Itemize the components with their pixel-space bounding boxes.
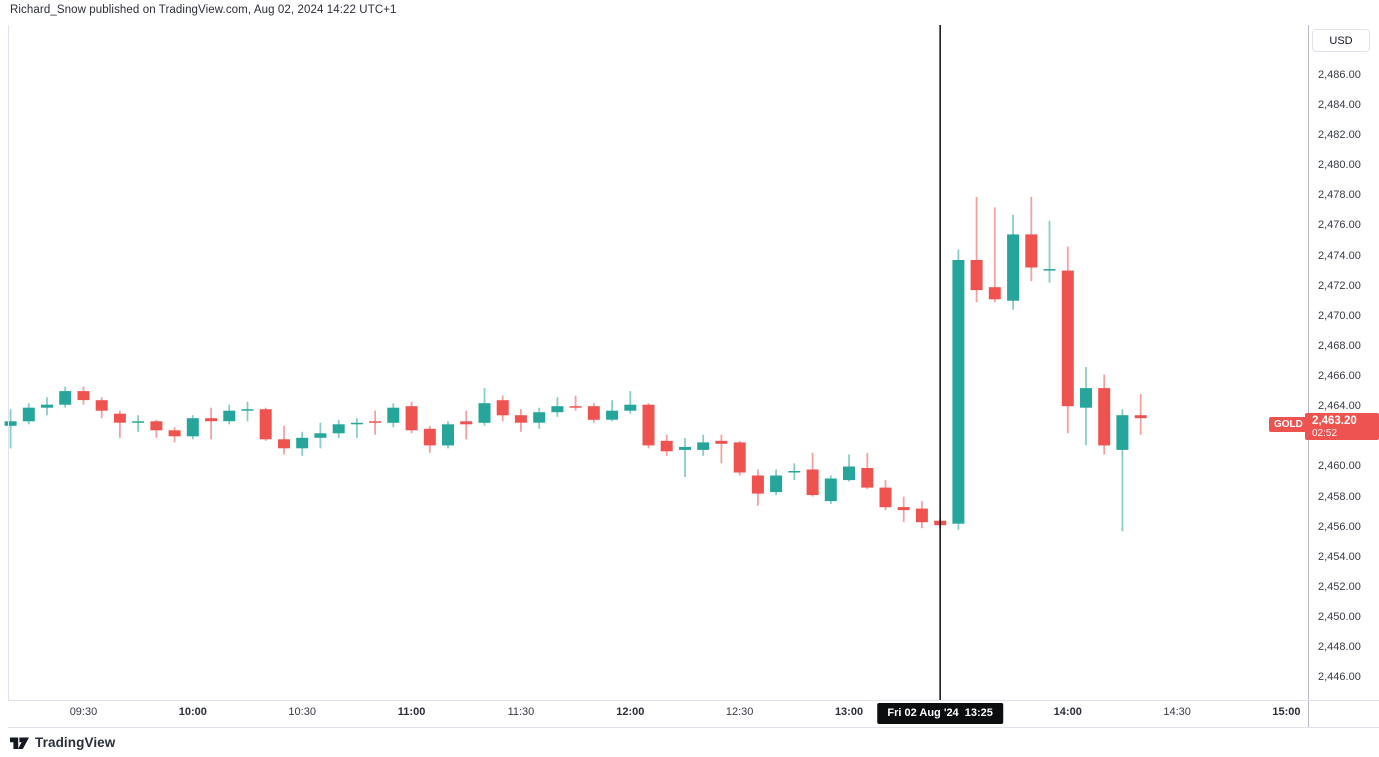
price-tick-label: 2,470.00 [1318,309,1361,322]
chart-pane[interactable] [8,25,1308,700]
price-tick-label: 2,486.00 [1318,68,1361,81]
price-tick-label: 2,468.00 [1318,339,1361,352]
price-tick-label: 2,466.00 [1318,370,1361,383]
symbol-badge: GOLD [1269,416,1308,432]
tradingview-logo-text: TradingView [35,735,116,750]
time-tick-label: 14:30 [1163,706,1191,718]
price-tick-label: 2,456.00 [1318,520,1361,533]
price-tick-label: 2,474.00 [1318,249,1361,262]
currency-button[interactable]: USD [1312,29,1370,52]
time-tick-label: 10:30 [288,706,316,718]
tradingview-logo[interactable]: TradingView [10,735,115,750]
pane-left-border [8,25,9,700]
price-tick-label: 2,460.00 [1318,460,1361,473]
time-axis-top-divider [8,700,1379,701]
footer-divider [8,727,1379,728]
time-tick-label: 12:00 [616,706,645,718]
time-tick-label: 11:30 [507,706,535,718]
price-tick-label: 2,450.00 [1318,611,1361,624]
price-tick-label: 2,472.00 [1318,279,1361,292]
time-tick-label: 13:00 [834,706,864,718]
time-tick-label: 11:00 [397,706,426,718]
time-tick-label: 12:30 [725,706,754,718]
bar-countdown: 02:52 [1312,427,1338,439]
time-tick-label: 15:00 [1272,706,1301,718]
last-price-value: 2,463.20 [1312,414,1357,427]
price-tick-label: 2,452.00 [1318,580,1361,593]
price-tick-label: 2,458.00 [1318,490,1361,503]
price-tick-label: 2,476.00 [1318,219,1361,232]
marker-time-badge: Fri 02 Aug '24 13:25 [877,703,1003,724]
price-tick-label: 2,478.00 [1318,189,1361,202]
price-tick-label: 2,482.00 [1318,128,1361,141]
last-price-label: 2,463.20 02:52 [1305,412,1379,440]
price-tick-label: 2,448.00 [1318,641,1361,654]
price-tick-label: 2,480.00 [1318,159,1361,172]
time-tick-label: 09:30 [69,706,98,718]
time-tick-label: 10:00 [178,706,207,718]
price-tick-label: 2,464.00 [1318,400,1361,413]
price-tick-label: 2,446.00 [1318,671,1361,684]
price-tick-label: 2,484.00 [1318,98,1361,111]
price-tick-label: 2,454.00 [1318,550,1361,563]
price-axis[interactable]: 2,486.00 2,484.00 2,482.00 2,480.00 2,478.00… [1309,25,1379,700]
tradingview-logo-icon [10,737,29,749]
price-axis-border [1308,25,1309,727]
time-tick-label: 14:00 [1053,706,1082,718]
attribution-text: Richard_Snow published on TradingView.co… [10,4,397,16]
time-axis[interactable]: 09:30 10:00 10:30 11:00 11:30 12:00 12:30 13:00… [8,701,1308,727]
